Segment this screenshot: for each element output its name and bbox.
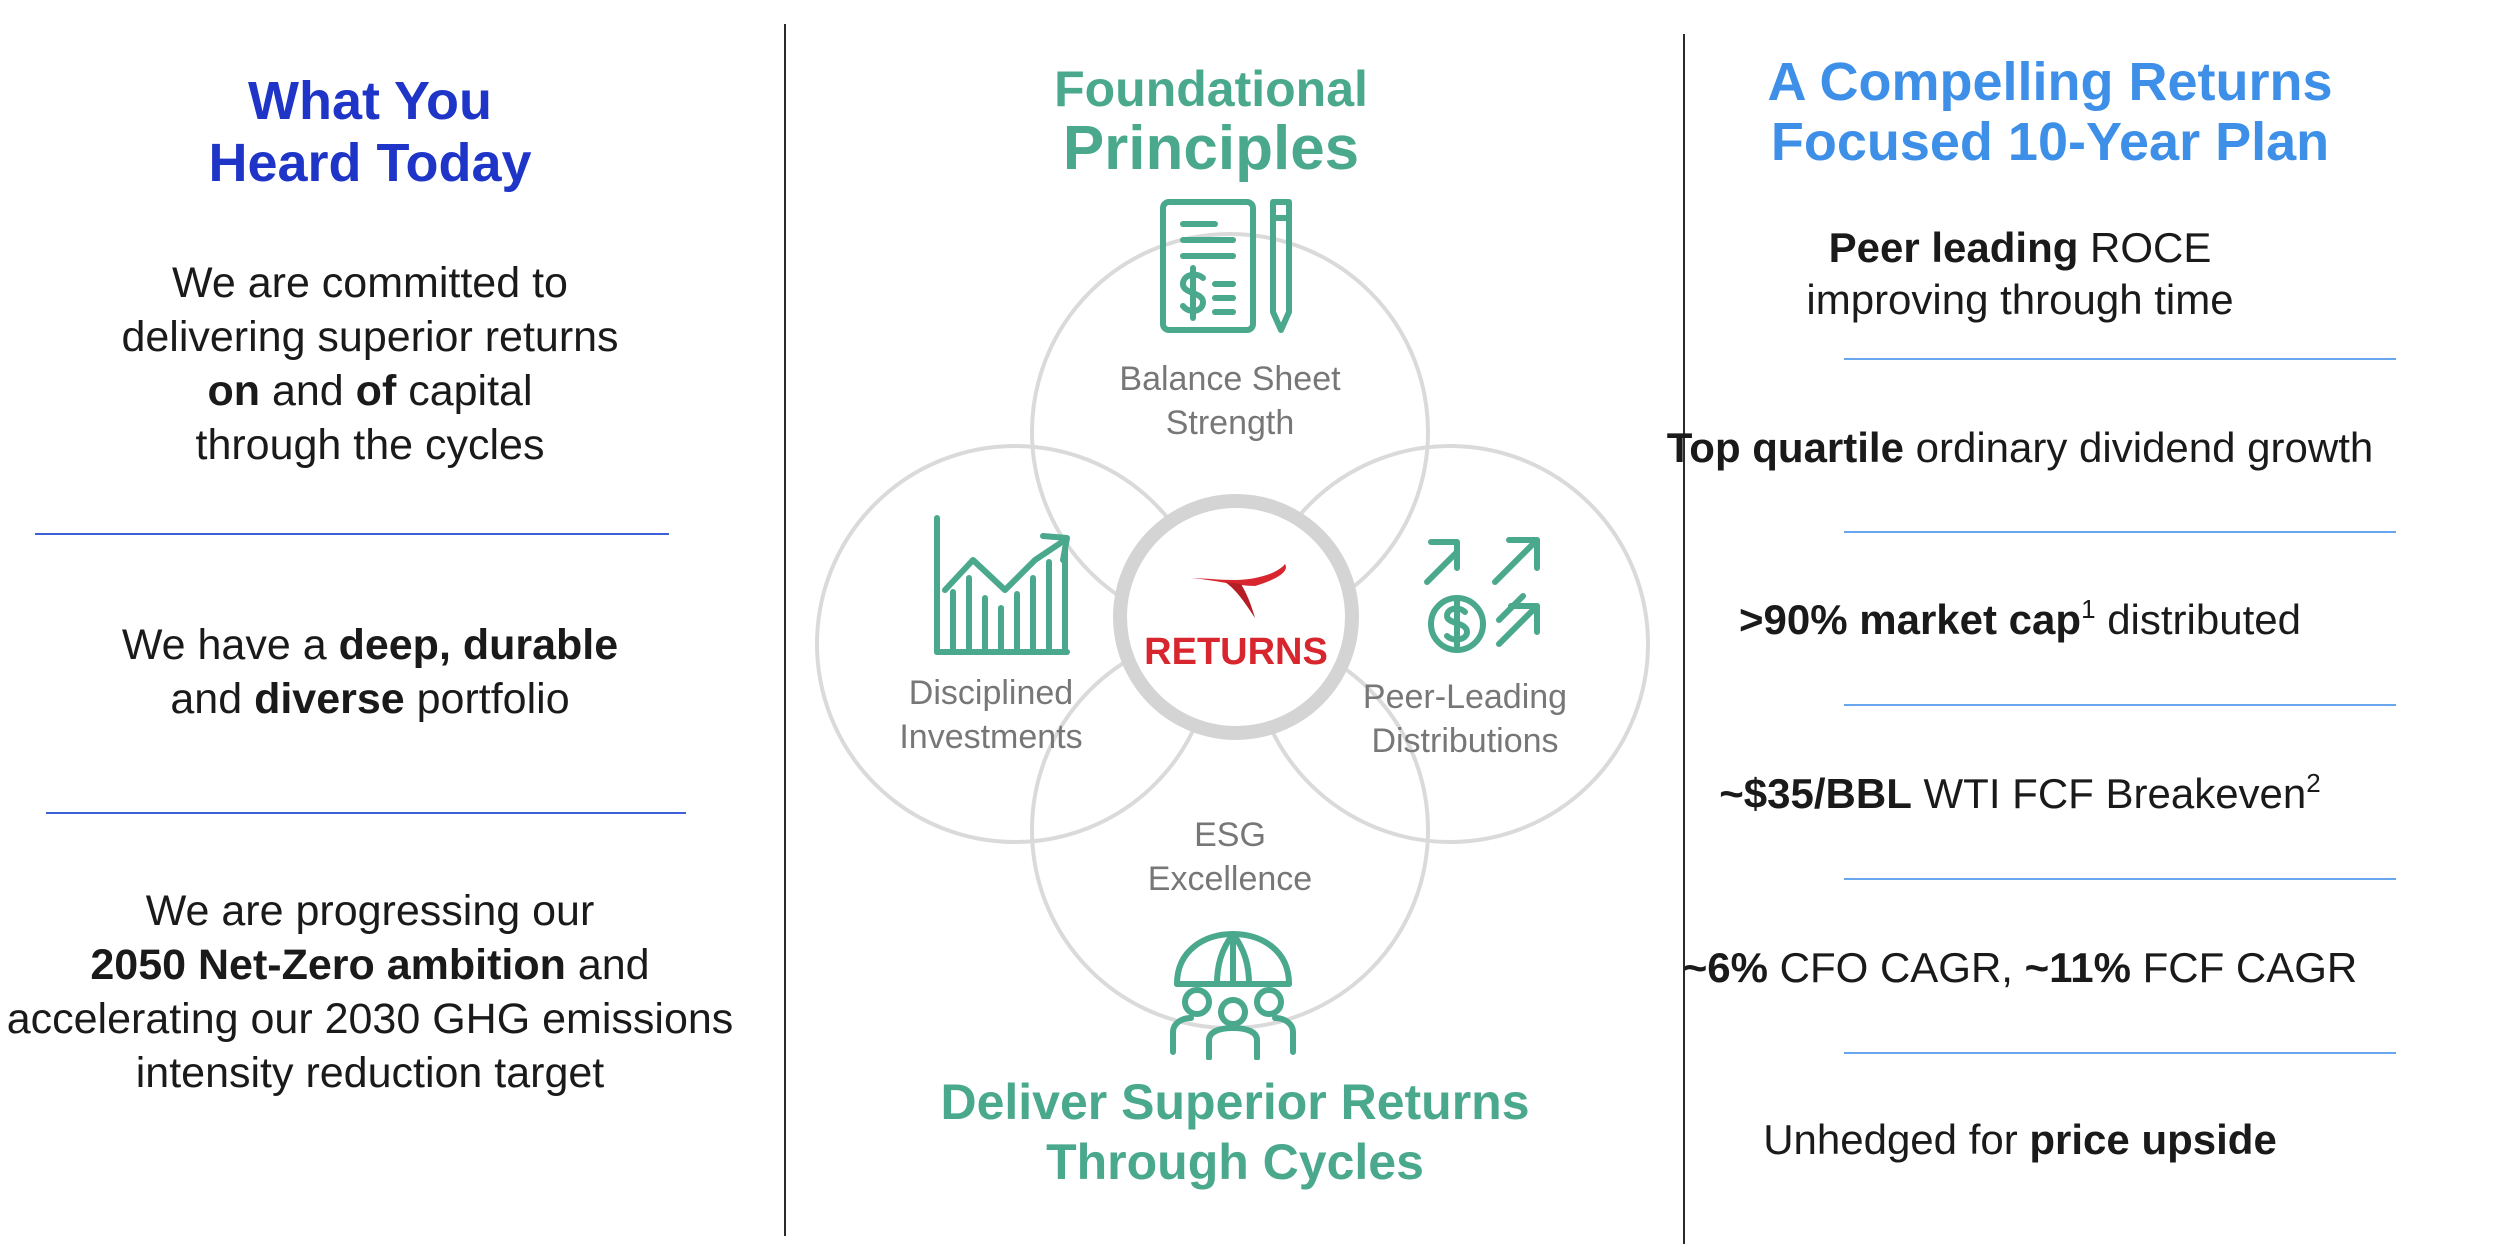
balance-sheet-label: Balance Sheet xyxy=(1119,360,1341,398)
returns-label: RETURNS xyxy=(1144,631,1328,673)
balance-sheet-label-2: Strength xyxy=(1166,404,1295,442)
ten-year-plan-column: A Compelling Returns Focused 10-Year Pla… xyxy=(1667,0,2498,1248)
balance-sheet-icon xyxy=(1160,199,1292,333)
right-separator-4 xyxy=(1844,878,2396,880)
principles-venn-diagram: Balance Sheet Strength Disciplined Inves… xyxy=(815,199,1650,1060)
middle-title-line1: Foundational xyxy=(1054,61,1368,117)
returns-center-circle xyxy=(1113,494,1359,740)
people-globe-icon xyxy=(1170,931,1296,1060)
left-column-title: What You Heard Today xyxy=(208,71,532,193)
divider-right xyxy=(1683,34,1685,1244)
esg-label-2: Excellence xyxy=(1148,860,1312,898)
breakeven-item: ~$35/BBL WTI FCF Breakeven2 xyxy=(1719,768,2321,817)
unhedged-item: Unhedged for price upside xyxy=(1763,1116,2277,1163)
dividend-growth-item: Top quartile ordinary dividend growth xyxy=(1666,424,2374,471)
esg-label: ESG xyxy=(1194,816,1266,854)
portfolio-statement: We have a deep, durable and diverse port… xyxy=(121,621,619,723)
deliver-returns-tagline: Deliver Superior Returns Through Cycles xyxy=(940,1074,1530,1190)
distribution-arrows-icon xyxy=(1424,537,1540,653)
left-separator-1 xyxy=(35,533,669,535)
market-cap-item: >90% market cap1 distributed xyxy=(1739,594,2301,643)
roce-item: Peer leading ROCE improving through time xyxy=(1806,224,2234,323)
right-separator-3 xyxy=(1844,704,2396,706)
commitment-statement: We are committed to delivering superior … xyxy=(121,259,619,469)
cagr-item: ~6% CFO CAGR, ~11% FCF CAGR xyxy=(1682,944,2358,991)
peer-distributions-label: Peer-Leading xyxy=(1363,678,1567,716)
conocophillips-logo xyxy=(1191,564,1286,618)
right-separator-2 xyxy=(1844,531,2396,533)
left-separator-2 xyxy=(46,812,686,814)
middle-title-line2: Principles xyxy=(1062,114,1360,183)
disciplined-investments-label-2: Investments xyxy=(899,718,1082,756)
net-zero-statement: We are progressing our 2050 Net-Zero amb… xyxy=(6,887,734,1097)
divider-left xyxy=(784,24,786,1236)
right-separator-1 xyxy=(1844,358,2396,360)
foundational-principles-column: Foundational Principles xyxy=(785,0,1685,1248)
growth-chart-icon xyxy=(934,515,1070,655)
what-you-heard-column: What You Heard Today We are committed to… xyxy=(0,0,740,1248)
disciplined-investments-label: Disciplined xyxy=(909,674,1073,712)
right-column-title: A Compelling Returns Focused 10-Year Pla… xyxy=(1767,52,2333,172)
right-separator-5 xyxy=(1844,1052,2396,1054)
peer-distributions-label-2: Distributions xyxy=(1371,722,1558,760)
